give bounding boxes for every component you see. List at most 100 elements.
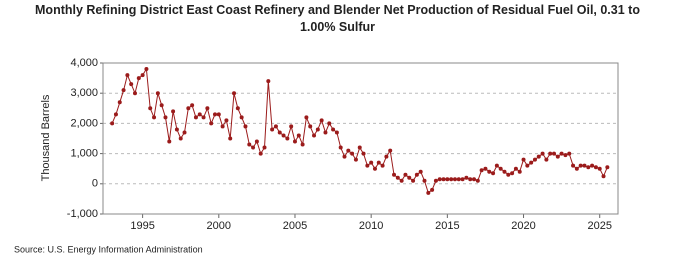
x-tick-label: 2005	[283, 220, 307, 232]
point	[212, 112, 217, 117]
point	[506, 172, 511, 177]
point	[460, 177, 465, 182]
point	[338, 145, 343, 150]
point	[590, 163, 595, 168]
point	[491, 171, 496, 176]
point	[296, 133, 301, 138]
point	[270, 127, 275, 132]
x-tick-label: 2000	[207, 220, 231, 232]
point	[395, 175, 400, 180]
point	[502, 169, 507, 174]
point	[251, 145, 256, 150]
point	[228, 136, 233, 141]
point	[193, 115, 198, 120]
point	[418, 169, 423, 174]
point	[289, 124, 294, 129]
point	[437, 177, 442, 182]
point	[129, 82, 134, 87]
point	[430, 187, 435, 192]
point	[536, 154, 541, 159]
point	[384, 154, 389, 159]
point	[216, 112, 221, 117]
point	[445, 177, 450, 182]
point	[323, 130, 328, 135]
point	[243, 124, 248, 129]
x-tick-label: 2015	[435, 220, 459, 232]
point	[605, 165, 610, 170]
x-tick-label: 2020	[511, 220, 535, 232]
point	[529, 160, 534, 165]
point	[281, 133, 286, 138]
point	[342, 154, 347, 159]
point	[369, 160, 374, 165]
y-tick-label: -1,000	[67, 208, 98, 220]
y-axis-label: Thousand Barrels	[40, 94, 52, 181]
point	[171, 109, 176, 114]
point	[144, 67, 149, 72]
point	[380, 163, 385, 168]
point	[582, 163, 587, 168]
point	[136, 76, 141, 81]
point	[597, 166, 602, 171]
point	[140, 73, 145, 78]
point	[468, 177, 473, 182]
point	[174, 127, 179, 132]
point	[376, 160, 381, 165]
y-tick-label: 4,000	[70, 57, 98, 69]
point	[232, 91, 237, 96]
point	[399, 178, 404, 183]
point	[411, 178, 416, 183]
plot-frame	[102, 62, 619, 215]
point	[346, 148, 351, 153]
y-tick-label: 0	[92, 178, 98, 190]
point	[327, 121, 332, 126]
point	[125, 73, 130, 78]
point	[449, 177, 454, 182]
point	[186, 106, 191, 111]
point	[361, 151, 366, 156]
point	[117, 100, 122, 105]
point	[510, 171, 515, 176]
point	[331, 127, 336, 132]
point	[190, 103, 195, 108]
point	[304, 115, 309, 120]
point	[308, 124, 313, 129]
y-tick-label: 1,000	[70, 148, 98, 160]
point	[456, 177, 461, 182]
point	[113, 112, 118, 117]
point	[205, 106, 210, 111]
point	[483, 166, 488, 171]
point	[548, 151, 553, 156]
y-tick-label: 2,000	[70, 117, 98, 129]
point	[224, 118, 229, 123]
point	[262, 145, 267, 150]
y-tick-label: 3,000	[70, 87, 98, 99]
point	[494, 163, 499, 168]
point	[285, 136, 290, 141]
point	[254, 139, 259, 144]
point	[593, 165, 598, 170]
point	[422, 178, 427, 183]
point	[586, 165, 591, 170]
point	[441, 177, 446, 182]
point	[574, 166, 579, 171]
point	[110, 121, 115, 126]
point	[197, 112, 202, 117]
point	[552, 151, 557, 156]
point	[258, 151, 263, 156]
point	[312, 133, 317, 138]
point	[392, 172, 397, 177]
point	[601, 174, 606, 179]
x-tick-label: 2010	[359, 220, 383, 232]
point	[567, 151, 572, 156]
point	[148, 106, 153, 111]
point	[475, 178, 480, 183]
point	[315, 127, 320, 132]
point	[152, 115, 157, 120]
point	[498, 166, 503, 171]
point	[571, 163, 576, 168]
point	[277, 130, 282, 135]
point	[121, 88, 126, 93]
